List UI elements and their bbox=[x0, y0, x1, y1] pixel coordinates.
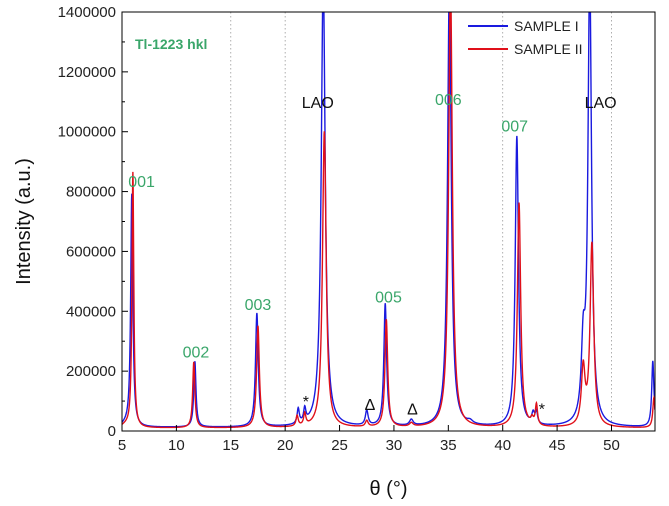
x-tick-label: 30 bbox=[386, 437, 403, 454]
grid-lines bbox=[230, 12, 612, 431]
peak-label: * bbox=[539, 402, 545, 419]
peak-label: 005 bbox=[375, 289, 402, 306]
axis-ticks: 5 10 15 20 25 30 35 40 45 50 0 200000 400000 600000 80… bbox=[58, 4, 620, 454]
legend: SAMPLE I SAMPLE II bbox=[468, 18, 582, 57]
x-tick-label: 25 bbox=[331, 437, 348, 454]
inset-title: Tl-1223 hkl bbox=[135, 36, 207, 52]
peak-label: 006 bbox=[435, 92, 462, 109]
series-line-1 bbox=[122, 12, 655, 428]
x-tick-label: 40 bbox=[494, 437, 511, 454]
peak-label: 007 bbox=[501, 119, 528, 136]
peak-label: 002 bbox=[183, 345, 210, 362]
peak-annotations: 001 002 003 LAO 005 006 007 LAO * * Δ Δ bbox=[128, 92, 616, 419]
y-tick-label: 200000 bbox=[66, 363, 116, 380]
x-tick-label: 50 bbox=[603, 437, 620, 454]
legend-label: SAMPLE I bbox=[514, 18, 579, 34]
series-line-2 bbox=[122, 12, 655, 429]
y-tick-label: 1400000 bbox=[58, 4, 116, 21]
peak-label: Δ bbox=[365, 397, 376, 414]
x-tick-label: 20 bbox=[277, 437, 294, 454]
peak-label: Δ bbox=[407, 402, 418, 419]
peak-label: * bbox=[303, 394, 309, 411]
x-axis-title: θ (°) bbox=[370, 478, 408, 500]
y-tick-label: 600000 bbox=[66, 243, 116, 260]
x-tick-label: 15 bbox=[222, 437, 239, 454]
y-axis-title: Intensity (a.u.) bbox=[13, 158, 35, 285]
y-tick-label: 1200000 bbox=[58, 64, 116, 81]
legend-label: SAMPLE II bbox=[514, 41, 582, 57]
peak-label: 001 bbox=[128, 174, 155, 191]
peak-label: 003 bbox=[245, 297, 272, 314]
y-tick-label: 400000 bbox=[66, 303, 116, 320]
x-tick-label: 45 bbox=[549, 437, 566, 454]
x-tick-label: 35 bbox=[440, 437, 457, 454]
series-lines bbox=[122, 12, 655, 429]
y-tick-label: 800000 bbox=[66, 184, 116, 201]
y-tick-label: 0 bbox=[108, 423, 116, 440]
y-tick-label: 1000000 bbox=[58, 124, 116, 141]
x-tick-label: 10 bbox=[168, 437, 185, 454]
peak-label: LAO bbox=[302, 95, 334, 112]
peak-label: LAO bbox=[585, 95, 617, 112]
x-tick-label: 5 bbox=[118, 437, 126, 454]
